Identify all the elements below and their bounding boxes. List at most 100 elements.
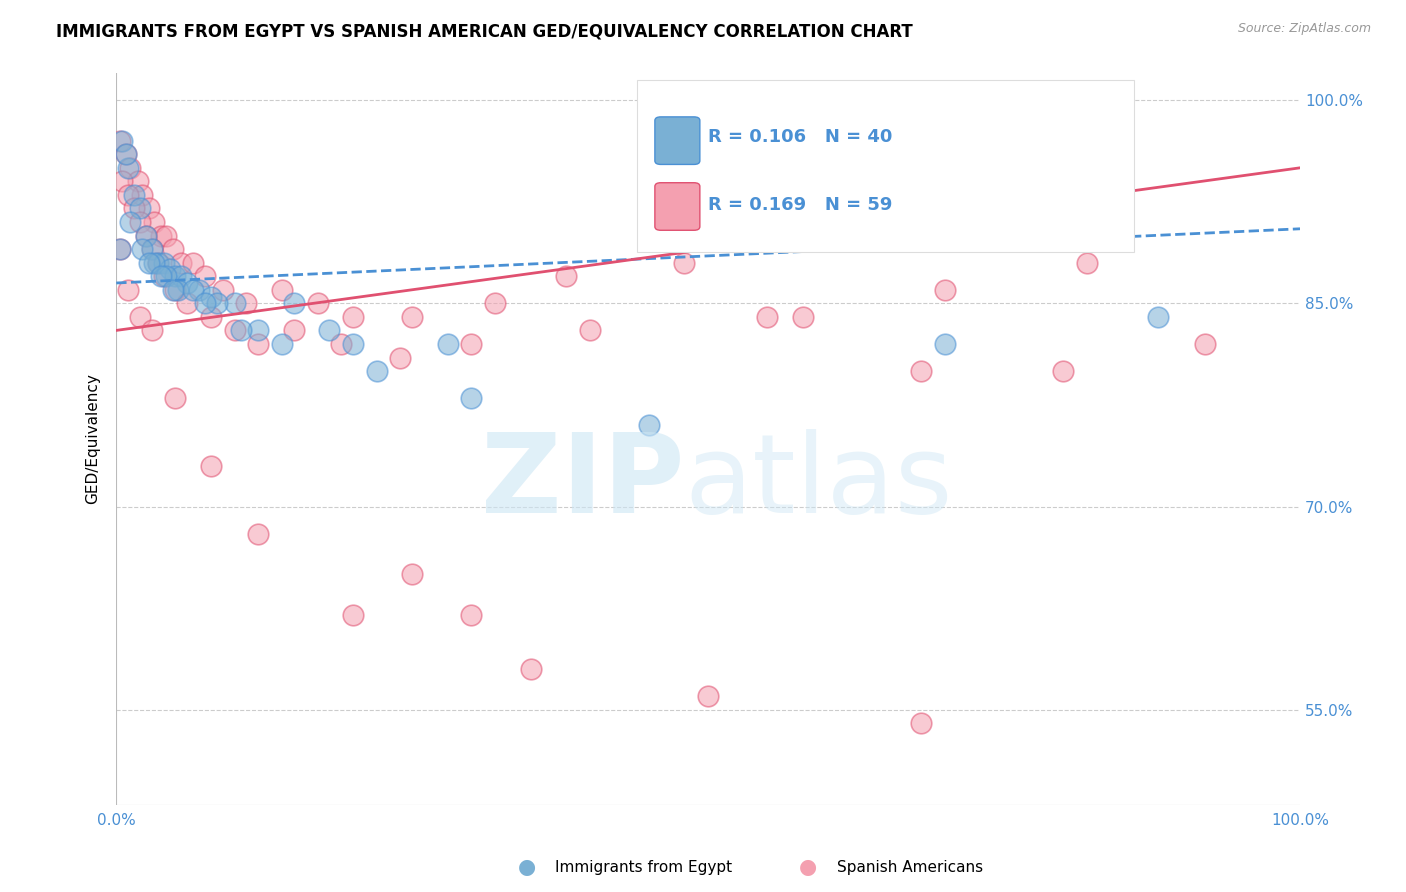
Point <box>318 323 340 337</box>
Point <box>138 255 160 269</box>
Point <box>141 242 163 256</box>
Point <box>756 310 779 324</box>
Point <box>141 323 163 337</box>
Point <box>1052 364 1074 378</box>
Point <box>155 228 177 243</box>
Point <box>934 337 956 351</box>
Point <box>150 269 173 284</box>
Point <box>194 296 217 310</box>
Point <box>159 262 181 277</box>
Point <box>111 174 134 188</box>
Point <box>170 255 193 269</box>
Point <box>307 296 329 310</box>
Point <box>135 228 157 243</box>
Text: R = 0.106   N = 40: R = 0.106 N = 40 <box>709 128 893 145</box>
FancyBboxPatch shape <box>655 117 700 164</box>
Point <box>176 296 198 310</box>
Point <box>673 255 696 269</box>
Point <box>108 134 131 148</box>
Point <box>108 242 131 256</box>
Point <box>283 296 305 310</box>
Point <box>1194 337 1216 351</box>
Point <box>330 337 353 351</box>
Point <box>460 337 482 351</box>
Point <box>188 283 211 297</box>
Point <box>697 690 720 704</box>
Point <box>247 323 270 337</box>
Point <box>141 242 163 256</box>
Point <box>194 269 217 284</box>
Point <box>117 188 139 202</box>
Point <box>129 202 152 216</box>
Point <box>155 269 177 284</box>
Text: Spanish Americans: Spanish Americans <box>837 860 983 874</box>
Point <box>131 188 153 202</box>
Point <box>120 161 142 175</box>
Point <box>235 296 257 310</box>
Text: ●: ● <box>800 857 817 877</box>
Point <box>127 174 149 188</box>
Point <box>1076 255 1098 269</box>
Point <box>146 255 169 269</box>
Point <box>162 242 184 256</box>
Point <box>117 161 139 175</box>
Point <box>135 228 157 243</box>
Point <box>934 283 956 297</box>
Point <box>792 310 814 324</box>
Point <box>162 283 184 297</box>
Y-axis label: GED/Equivalency: GED/Equivalency <box>86 374 100 504</box>
Point <box>638 418 661 433</box>
Point <box>436 337 458 351</box>
Point <box>389 351 412 365</box>
Point <box>910 364 932 378</box>
Text: ZIP: ZIP <box>481 429 685 536</box>
Point <box>165 391 187 405</box>
Point <box>519 662 541 676</box>
Point <box>165 269 187 284</box>
Point <box>129 215 152 229</box>
Point <box>229 323 252 337</box>
Point <box>138 202 160 216</box>
Point <box>910 716 932 731</box>
Point <box>342 607 364 622</box>
Point <box>271 283 294 297</box>
Point <box>152 269 174 284</box>
Point <box>578 323 600 337</box>
Point <box>460 607 482 622</box>
Text: IMMIGRANTS FROM EGYPT VS SPANISH AMERICAN GED/EQUIVALENCY CORRELATION CHART: IMMIGRANTS FROM EGYPT VS SPANISH AMERICA… <box>56 22 912 40</box>
Point <box>555 269 578 284</box>
Point <box>122 188 145 202</box>
Point <box>181 283 204 297</box>
Point <box>150 228 173 243</box>
FancyBboxPatch shape <box>655 183 700 230</box>
Point <box>117 283 139 297</box>
Point <box>366 364 388 378</box>
Point <box>152 255 174 269</box>
Text: ●: ● <box>519 857 536 877</box>
Point <box>200 289 222 303</box>
Point <box>166 283 188 297</box>
Text: R = 0.169   N = 59: R = 0.169 N = 59 <box>709 195 893 214</box>
Point <box>122 202 145 216</box>
Point <box>176 276 198 290</box>
Point <box>170 269 193 284</box>
Point <box>247 337 270 351</box>
Point <box>247 526 270 541</box>
Point <box>111 134 134 148</box>
Point <box>200 310 222 324</box>
Point <box>211 283 233 297</box>
Point <box>460 391 482 405</box>
Point <box>1147 310 1170 324</box>
Text: Source: ZipAtlas.com: Source: ZipAtlas.com <box>1237 22 1371 36</box>
Point <box>114 147 136 161</box>
Point <box>401 567 423 582</box>
Point <box>283 323 305 337</box>
Point <box>401 310 423 324</box>
Point <box>342 337 364 351</box>
Point <box>271 337 294 351</box>
Point <box>143 215 166 229</box>
Point <box>114 147 136 161</box>
Point <box>165 283 187 297</box>
FancyBboxPatch shape <box>637 80 1135 252</box>
Point <box>131 242 153 256</box>
